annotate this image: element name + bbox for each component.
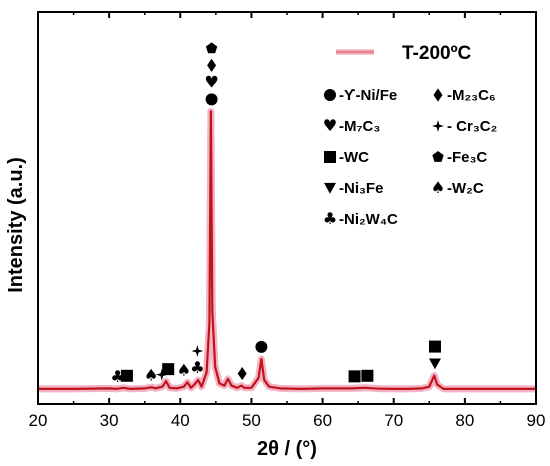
peak-marker-layer: ♥♣♠♠♣ — [110, 42, 441, 386]
legend: T-200ºC -ϒ-Ni/Fe -M₂₃C₆ ♥ -M₇C₃ - Cr₃C₂ -WC -F… — [323, 43, 498, 228]
peak-marker-club-icon: ♣ — [110, 367, 125, 386]
peak-marker-spade-icon: ♠ — [144, 365, 159, 384]
svg-text:♣: ♣ — [110, 367, 125, 386]
peak-marker-star4-icon — [191, 345, 204, 358]
legend-item-diamond: -M₂₃C₆ — [433, 87, 496, 104]
legend-item-label: -WC — [339, 149, 369, 166]
svg-text:♠: ♠ — [431, 178, 446, 197]
peak-marker-heart-icon: ♥ — [204, 72, 219, 91]
series-line-0 — [38, 110, 536, 390]
legend-item-label: -M₂₃C₆ — [447, 87, 496, 104]
legend-item-label: -Fe₃C — [447, 149, 487, 166]
peak-marker-spade-icon: ♠ — [177, 360, 192, 379]
peak-marker-square-icon — [348, 370, 361, 383]
plot-background — [38, 12, 536, 404]
x-tick-label-60: 60 — [313, 411, 332, 430]
series-layer — [38, 107, 536, 393]
peak-marker-triangle-down-icon — [428, 358, 441, 370]
legend-series-label: T-200ºC — [402, 43, 472, 64]
legend-item-heart: ♥ -M₇C₃ — [323, 116, 381, 135]
peak-marker-square-icon — [361, 369, 374, 382]
x-tick-label-90: 90 — [527, 411, 546, 430]
svg-text:♠: ♠ — [177, 360, 192, 379]
x-tick-label-50: 50 — [242, 411, 261, 430]
legend-pentagon-icon — [432, 151, 444, 162]
legend-star4-icon — [432, 120, 444, 132]
peak-marker-star4-icon — [155, 368, 168, 381]
legend-circle-icon — [324, 89, 336, 101]
legend-spade-icon: ♠ — [431, 178, 446, 197]
axes: 20 30 40 50 60 70 80 90 — [29, 11, 546, 430]
x-tick-label-30: 30 — [100, 411, 119, 430]
x-tick-label-80: 80 — [455, 411, 474, 430]
legend-item-label: -W₂C — [447, 180, 484, 197]
peak-marker-diamond-icon — [207, 58, 217, 72]
svg-text:♠: ♠ — [144, 365, 159, 384]
legend-item-label: -M₇C₃ — [339, 118, 380, 135]
legend-item-club: ♣ -Ni₂W₄C — [323, 209, 398, 228]
peak-marker-square-icon — [428, 340, 441, 353]
legend-triangle-down-icon — [324, 182, 336, 194]
svg-text:♣: ♣ — [190, 358, 205, 377]
x-tick-label-20: 20 — [29, 411, 48, 430]
x-axis-label: 2θ / (°) — [257, 438, 317, 460]
svg-text:♥: ♥ — [323, 116, 338, 135]
svg-text:♥: ♥ — [204, 72, 219, 91]
legend-item-square: -WC — [324, 149, 369, 166]
svg-text:♣: ♣ — [323, 209, 338, 228]
x-tick-label-40: 40 — [171, 411, 190, 430]
legend-item-label: - Cr₃C₂ — [447, 118, 497, 135]
peak-marker-circle-icon — [255, 340, 268, 353]
legend-phase-list: -ϒ-Ni/Fe -M₂₃C₆ ♥ -M₇C₃ - Cr₃C₂ -WC -Fe₃C -Ni₃F… — [323, 87, 498, 228]
legend-item-star4: - Cr₃C₂ — [432, 118, 497, 135]
x-tick-label-70: 70 — [384, 411, 403, 430]
legend-square-icon — [324, 151, 336, 163]
plot-area — [38, 12, 536, 404]
peak-marker-circle-icon — [205, 93, 218, 106]
legend-diamond-icon — [433, 88, 443, 102]
legend-item-pentagon: -Fe₃C — [432, 149, 487, 166]
peak-marker-square-icon — [162, 363, 175, 376]
legend-item-label: -ϒ-Ni/Fe — [339, 87, 397, 104]
legend-item-spade: ♠ -W₂C — [431, 178, 484, 197]
peak-marker-pentagon-icon — [205, 42, 218, 54]
legend-series-band — [336, 49, 374, 55]
peak-marker-square-icon — [120, 369, 133, 382]
legend-item-label: -Ni₃Fe — [339, 180, 383, 197]
legend-club-icon: ♣ — [323, 209, 338, 228]
y-axis-label: Intensity (a.u.) — [5, 157, 27, 293]
legend-item-circle: -ϒ-Ni/Fe — [324, 87, 397, 104]
legend-item-label: -Ni₂W₄C — [339, 211, 398, 228]
peak-marker-club-icon: ♣ — [190, 358, 205, 377]
legend-item-triangle-down: -Ni₃Fe — [324, 180, 383, 197]
peak-marker-diamond-icon — [237, 366, 247, 381]
legend-heart-icon: ♥ — [323, 116, 338, 135]
